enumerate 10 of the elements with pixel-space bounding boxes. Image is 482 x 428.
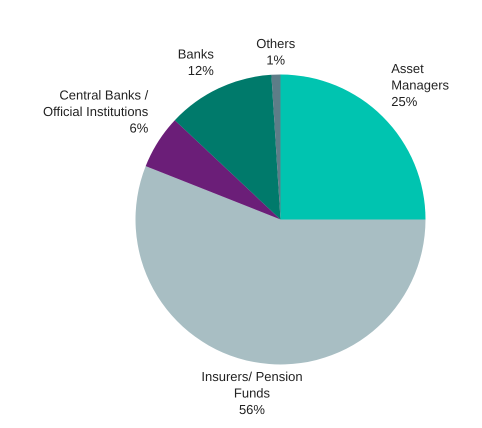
- slice-label: Insurers/ Pension Funds: [201, 369, 303, 401]
- slice-label: Central Banks / Official Institutions: [43, 88, 149, 120]
- slice-label: Asset Managers: [391, 60, 450, 92]
- data-label: 12%: [188, 62, 214, 78]
- slice-label: Others: [256, 36, 296, 51]
- slice-label: Banks: [178, 46, 214, 62]
- data-label: 56%: [238, 402, 266, 418]
- data-label: 25%: [391, 94, 418, 109]
- data-label: 1%: [266, 52, 286, 68]
- data-label: 6%: [129, 120, 149, 136]
